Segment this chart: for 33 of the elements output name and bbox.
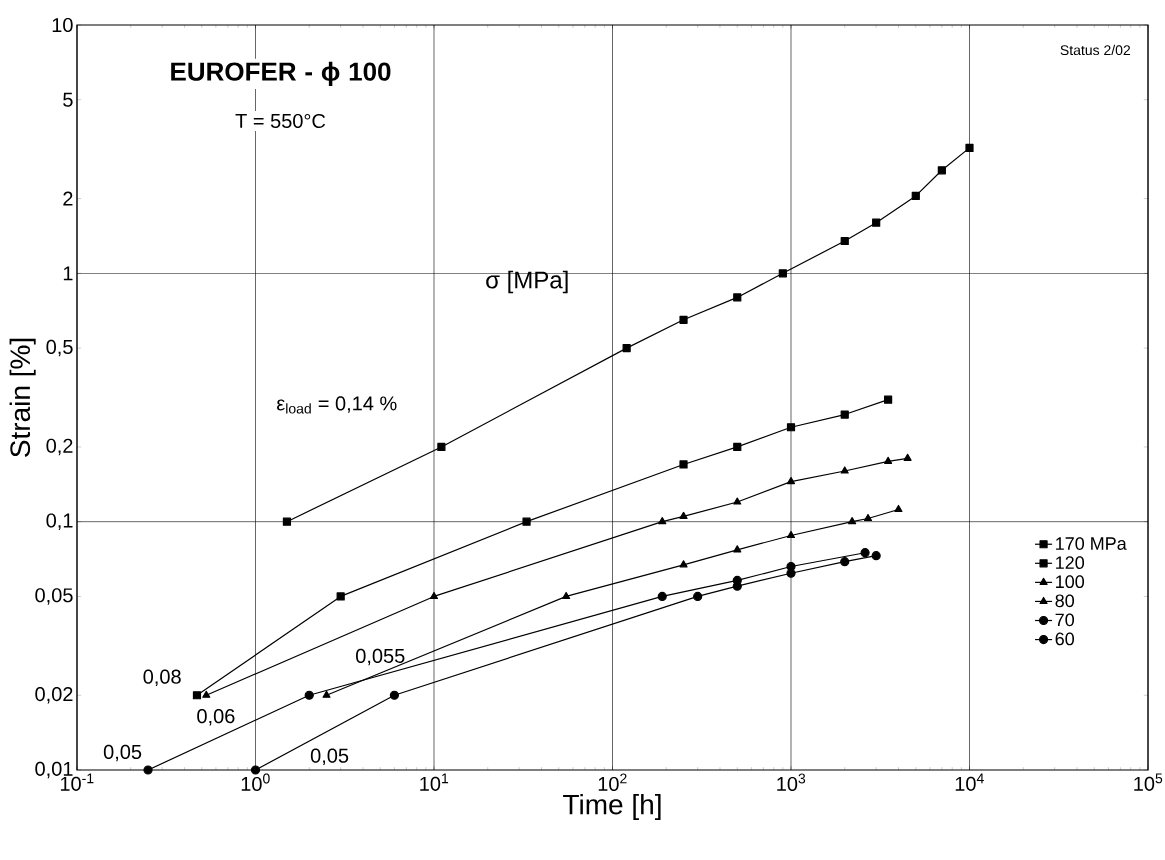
y-tick-label: 0,5 <box>46 339 73 357</box>
legend-label: 70 <box>1055 613 1075 627</box>
annotation: ε$_{load}$ = 0,14 % <box>277 396 397 414</box>
x-tick-label: 10$^{5}$ <box>1134 773 1163 791</box>
annotation: 0,05 <box>310 748 349 766</box>
text: EUROFER - ϕ 100 <box>171 61 391 86</box>
y-tick-label: 5 <box>63 92 73 107</box>
y-tick-label: 2 <box>63 191 73 206</box>
x-tick-label: 10$^{2}$ <box>598 773 627 792</box>
legend-label: 100 <box>1056 575 1085 589</box>
x-tick-label: 10$^{1}$ <box>420 773 449 791</box>
annotation: 0,08 <box>143 669 181 687</box>
annotation: Status 2/02 <box>1060 44 1131 56</box>
legend-label: 60 <box>1055 632 1075 646</box>
x-tick-label: 10$^{4}$ <box>955 773 984 791</box>
y-tick-label: 0,05 <box>35 588 73 605</box>
annotation: 0,06 <box>197 709 235 726</box>
text: T = 550°C <box>235 113 326 129</box>
legend-label: 120 <box>1056 556 1085 569</box>
y-tick-label: 1 <box>63 266 73 281</box>
x-axis-title: Time [h] <box>563 793 661 820</box>
y-axis-title: Strain [%] <box>9 338 36 457</box>
annotation: σ [MPa] <box>486 270 568 294</box>
legend-label: 80 <box>1055 594 1075 608</box>
annotation: 0,05 <box>103 744 142 762</box>
annotation: 0,055 <box>356 648 405 666</box>
x-tick-label: 10$^{3}$ <box>777 773 806 792</box>
y-tick-label: 0,02 <box>35 687 73 704</box>
legend-label: 170 MPa <box>1056 537 1127 550</box>
y-tick-label: 10 <box>52 17 73 33</box>
y-tick-label: 0,2 <box>46 438 73 456</box>
x-tick-label: 10$^{0}$ <box>241 773 270 792</box>
y-tick-label: 0,1 <box>46 513 73 530</box>
